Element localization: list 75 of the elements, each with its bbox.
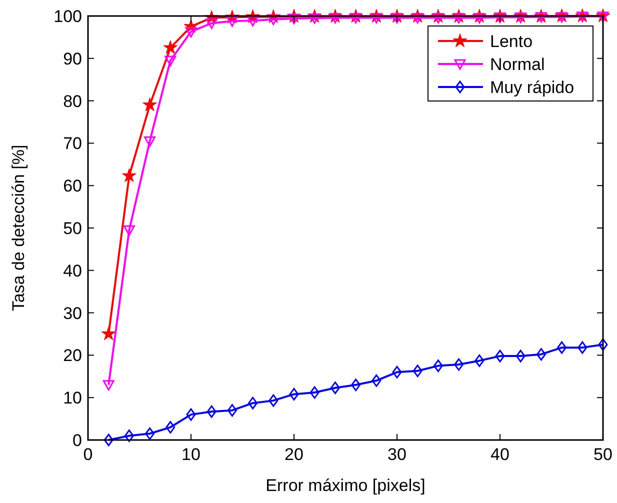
point [163,40,178,54]
point [268,14,280,26]
legend-label: Lento [490,32,533,51]
y-tick-label: 90 [63,49,82,68]
point [372,374,382,387]
y-tick-label: 0 [72,431,82,450]
x-tick-label: 50 [594,445,612,464]
y-tick-label: 20 [63,346,82,366]
point [104,434,114,446]
point [227,404,237,417]
point [495,350,505,362]
legend-label: Normal [490,55,545,74]
point [412,364,422,378]
x-axis-title: Error máximo [pixels] [266,476,426,495]
point [102,380,114,391]
point [142,97,158,112]
x-tick-label: 10 [182,445,200,464]
point [578,341,588,354]
point [556,12,568,23]
point [432,12,444,24]
point [351,378,361,392]
point [145,427,155,440]
y-tick-label: 30 [63,304,82,323]
point [226,16,238,27]
y-tick-label: 70 [63,134,82,154]
x-tick-label: 20 [284,445,304,464]
point [453,12,465,24]
point [310,386,320,399]
point [164,56,176,66]
point [598,338,608,351]
point [268,394,278,407]
point [514,12,526,24]
point [289,388,299,400]
y-tick-label: 60 [63,176,82,196]
point [392,366,402,378]
point [391,12,403,24]
x-tick-label: 30 [388,445,406,464]
point [329,12,341,24]
point [370,12,382,24]
point [308,13,320,24]
y-tick-label: 10 [63,388,82,408]
point [206,405,216,418]
y-tick-label: 100 [54,7,82,26]
point [536,348,546,361]
point [535,12,547,23]
point [350,12,362,24]
point [101,326,116,340]
point [144,136,156,147]
x-tick-label: 40 [490,445,510,464]
y-tick-label: 80 [63,92,82,111]
y-axis-title: Tasa de detección [%] [9,144,28,312]
point [454,358,464,371]
point [288,14,300,24]
point [186,408,196,421]
point [494,12,506,24]
point [330,382,340,394]
point [206,18,218,29]
point [247,16,259,26]
point [597,12,609,22]
point [474,12,486,24]
point [123,225,135,236]
point [185,26,197,38]
point [557,341,567,354]
point [412,12,424,24]
point [122,168,136,182]
point [516,350,526,362]
point [166,421,176,434]
point [474,354,484,367]
legend-label: Muy rápido [490,78,574,97]
point [433,360,443,372]
point [576,12,588,22]
point [124,430,134,442]
y-tick-label: 50 [63,219,82,238]
y-tick-label: 40 [63,261,82,280]
point [248,396,258,410]
